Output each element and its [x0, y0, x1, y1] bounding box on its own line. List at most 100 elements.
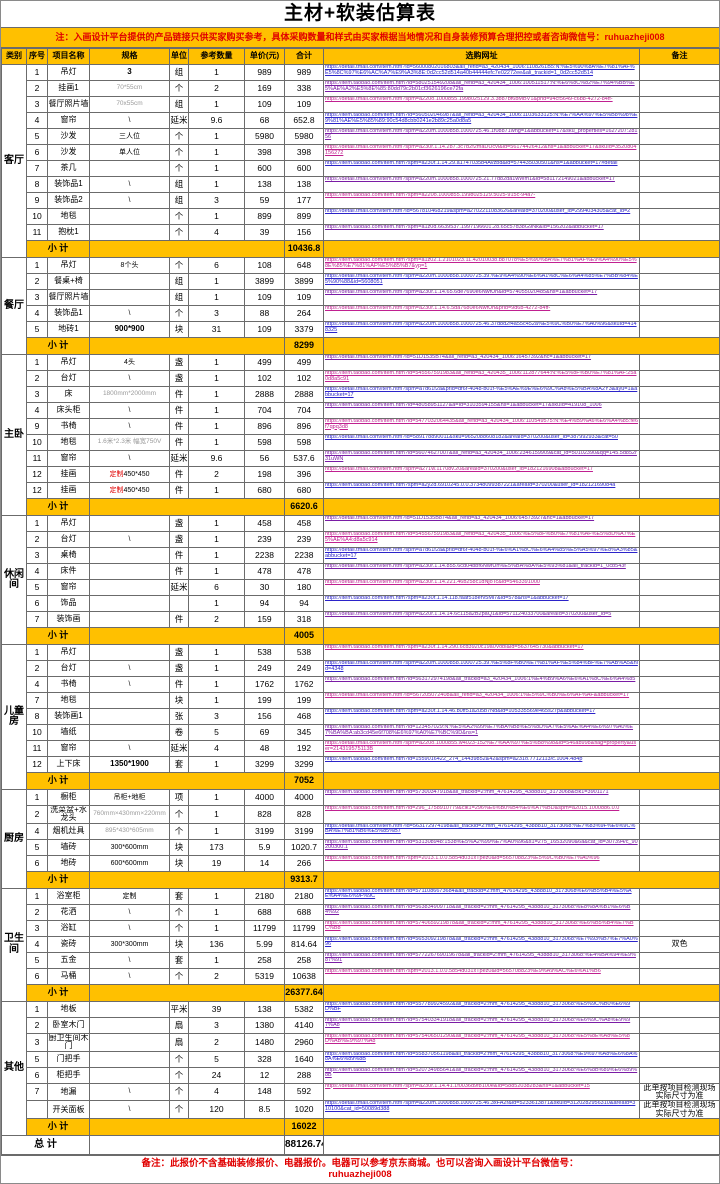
column-header-7: 合计 [284, 48, 324, 65]
item-url-cell: https://detail.tmall.com/item.htm?spm=a2… [323, 273, 640, 290]
item-url-link[interactable]: https://detail.tmall.com/item.htm?spm=a7… [325, 548, 638, 559]
item-url-link[interactable]: https://detail.tmall.com/item.htm?spm=a2… [325, 290, 598, 295]
item-url-link[interactable]: https://item.taobao.com/item.htm?id=5607… [325, 451, 637, 462]
item-unit: 个 [169, 144, 189, 161]
item-url-link[interactable]: https://item.taobao.com/item.htm?id=5754… [325, 1033, 630, 1045]
item-url-link[interactable]: https://item.taobao.com/item.htm?id=5772… [325, 952, 636, 964]
item-url-link[interactable]: https://detail.tmall.com/item.htm?spm=a2… [325, 467, 593, 472]
item-spec: 600*600mm [89, 854, 170, 872]
item-url-link[interactable]: https://item.taobao.com/item.htm?id=296_… [325, 806, 620, 811]
subtotal-value: 6620.6 [284, 498, 324, 516]
item-url-link[interactable]: https://item.taobao.com/item.htm?spm=201… [325, 968, 601, 974]
item-url-link[interactable]: https://detail.tmall.com/item.htm?spm=a2… [325, 580, 540, 585]
item-price: 68 [244, 112, 285, 129]
item-url-link[interactable]: https://item.taobao.com/item.htm?id=5477… [325, 419, 638, 430]
item-url-link[interactable]: https://item.taobao.com/item.htm?id=5754… [325, 1017, 631, 1029]
item-url-link[interactable]: https://item.taobao.com/item.htm?spm=a1z… [325, 258, 637, 269]
item-url-link[interactable]: https://item.taobao.com/item.htm?id=5577… [325, 1001, 631, 1013]
item-unit: 件 [169, 386, 189, 403]
item-url-link[interactable]: https://item.taobao.com/item.htm?id=5313… [325, 839, 638, 851]
item-url-link[interactable]: https://detail.tmall.com/item.htm?id=589… [325, 435, 618, 440]
item-url-link[interactable]: https://detail.tmall.com/item.htm?id=51D… [325, 516, 595, 521]
item-url-link[interactable]: https://item.taobao.com/item.htm?id=5740… [325, 920, 634, 932]
item-url-link[interactable]: https://detail.tmall.com/item.htm?spm=a2… [325, 741, 637, 752]
item-unit: 盏 [169, 354, 189, 371]
item-total: 258 [284, 951, 324, 969]
item-url-cell: https://detail.tmall.com/item.htm?spm=a2… [323, 466, 640, 483]
item-url-link[interactable]: https://detail.tmall.com/item.htm?id=567… [325, 209, 631, 214]
item-url-link[interactable]: https://detail.tmall.com/item.htm?spm=a2… [325, 1083, 590, 1089]
item-price: 39 [244, 224, 285, 241]
item-url-link[interactable]: https://detail.tmall.com/item.htm?id=567… [325, 693, 630, 698]
item-price: 5.99 [244, 935, 285, 953]
item-url-link[interactable]: https://detail.tmall.com/item.htm?spm=a7… [325, 387, 638, 398]
item-total: 3379 [284, 321, 324, 338]
item-row: 餐厅 1 吊灯 8个头个 6 108 648 https://item.taobao.com/… [1, 257, 720, 355]
item-qty: 1 [188, 692, 245, 709]
item-url-link[interactable]: https://item.taobao.com/item.htm?spm=a2y… [325, 483, 616, 488]
item-url-link[interactable]: https://item.taobao.com/item.htm?id=4805… [325, 403, 602, 408]
header-note: 注：入画设计平台提供的产品链接只供买家购买参考，具体采购数量和样式由买家根据当地… [1, 28, 719, 48]
item-spec: \ [89, 176, 170, 193]
item-url-link[interactable]: https://item.taobao.com/item.htm?id=5653… [325, 936, 638, 948]
item-url-link[interactable]: https://item.taobao.com/item.htm?id=1234… [325, 725, 634, 736]
subtotal-label: 小 计 [26, 337, 90, 355]
item-url-link[interactable]: https://item.taobao.com/item.htm?id=5638… [325, 904, 631, 916]
item-url-link[interactable]: https://detail.tmall.com/item.htm?spm=a2… [325, 145, 637, 156]
item-url-link[interactable]: https://detail.tmall.com/item.htm?spm=a2… [325, 306, 551, 311]
item-spec: 760mm×430mm×220mm [89, 805, 170, 824]
item-name: 茶几 [47, 160, 90, 177]
item-name: 抱枕1 [47, 224, 90, 241]
item-name: 地毯 [47, 434, 90, 451]
item-price: 138 [244, 176, 285, 193]
item-url-link[interactable]: https://item.taobao.com/item.htm?spm=a23… [325, 596, 569, 601]
item-url-link[interactable]: https://item.taobao.com/item.htm?id=5207… [325, 1067, 638, 1079]
item-unit [169, 595, 189, 612]
footer-note-line1: 备注：此报价不含基础装修报价、电器报价。电器可以参考京东商城。也可以咨询入画设计… [141, 1158, 579, 1170]
item-qty: 3 [188, 305, 245, 322]
item-qty: 1 [188, 660, 245, 677]
item-url-link[interactable]: https://item.taobao.com/item.htm?id=5631… [325, 677, 636, 682]
item-row: 2 台灯 \ 盏 1 239 239 https://item.taobao.com/item… [2, 531, 720, 548]
item-url-link[interactable]: https://detail.tmall.com/item.htm?id=560… [325, 65, 635, 76]
item-url-link[interactable]: https://item.taobao.com/item.htm?id=5455… [325, 371, 637, 382]
item-url-link[interactable]: https://detail.tmall.com/item.htm?spm=a2… [325, 661, 638, 672]
item-url-link[interactable]: https://item.taobao.com/item.htm?id=5605… [325, 113, 638, 124]
item-url-link[interactable]: https://detail.tmall.com/item.htm?id=51D… [325, 355, 592, 360]
item-name: 窗帘 [47, 112, 90, 129]
item-url-link[interactable]: https://item.taobao.com/item.htm?spm=a23… [325, 709, 596, 714]
item-price: 12 [244, 1066, 285, 1084]
item-url-link[interactable]: https://detail.tmall.com/item.htm?spm=a2… [325, 177, 615, 182]
item-total: 896 [284, 418, 324, 435]
item-url-link[interactable]: https://item.taobao.com/item.htm?id=1559… [325, 757, 583, 762]
item-url-link[interactable]: https://item.taobao.com/item.htm?id=5802… [325, 81, 635, 92]
item-url-link[interactable]: https://item.taobao.com/item.htm?spm=a23… [325, 645, 584, 650]
item-row: 12 上下床 1350*1900 套 1 3299 3299 https://item.tao… [2, 756, 720, 773]
item-url-link[interactable]: https://detail.tmall.com/item.htm?spm=a2… [325, 97, 613, 102]
subtotal-value: 16022 [284, 1118, 324, 1137]
item-unit: 件 [169, 482, 189, 499]
item-url-link[interactable]: https://detail.tmall.com/item.htm?spm=a2… [325, 129, 638, 140]
item-url-link[interactable]: https://detail.tmall.com/item.htm?id=563… [325, 823, 636, 835]
item-spec: 1.6米*2.3米 幅宽750V [89, 434, 170, 451]
item-url-link[interactable]: https://item.taobao.com/item.htm?spm=201… [325, 855, 600, 861]
item-url-link[interactable]: https://item.taobao.com/item.htm?id=5583… [325, 1051, 638, 1063]
subtotal-row: 小 计 8299 [2, 337, 720, 355]
item-url-link[interactable]: https://item.taobao.com/item.htm?spm=a22… [325, 193, 536, 198]
item-row: 11 窗帘 \ 延米 4 48 192 https://detail.tmall.com/it… [2, 740, 720, 757]
item-spec: 8个头 [89, 257, 170, 274]
item-url-link[interactable]: https://detail.tmall.com/item.htm?spm=a2… [325, 274, 638, 285]
item-url-link[interactable]: https://item.taobao.com/item.htm?id=5711… [325, 888, 632, 900]
item-url-link[interactable]: https://item.taobao.com/item.htm?spm=a1z… [325, 225, 604, 230]
item-url-link[interactable]: https://detail.tmall.com/item.htm?spm=a2… [325, 564, 626, 569]
subtotal-filler [323, 983, 720, 1002]
item-url-cell: https://item.taobao.com/item.htm?spm=a1z… [323, 257, 640, 274]
row-number: 12 [26, 466, 48, 483]
item-url-link[interactable]: https://item.taobao.com/item.htm?id=5455… [325, 532, 636, 543]
item-price: 600 [244, 160, 285, 177]
item-url-link[interactable]: https://detail.tmall.com/item.htm?spm=a2… [325, 1101, 636, 1112]
item-url-link[interactable]: https://detail.tmall.com/item.htm?spm=a2… [325, 322, 637, 333]
item-url-link[interactable]: https://detail.tmall.com/item.htm?spm=a2… [325, 612, 612, 617]
item-url-link[interactable]: https://item.taobao.com/item.htm?id=5730… [325, 790, 609, 795]
item-url-link[interactable]: https://item.taobao.com/item.htm?spm=a23… [325, 161, 618, 166]
